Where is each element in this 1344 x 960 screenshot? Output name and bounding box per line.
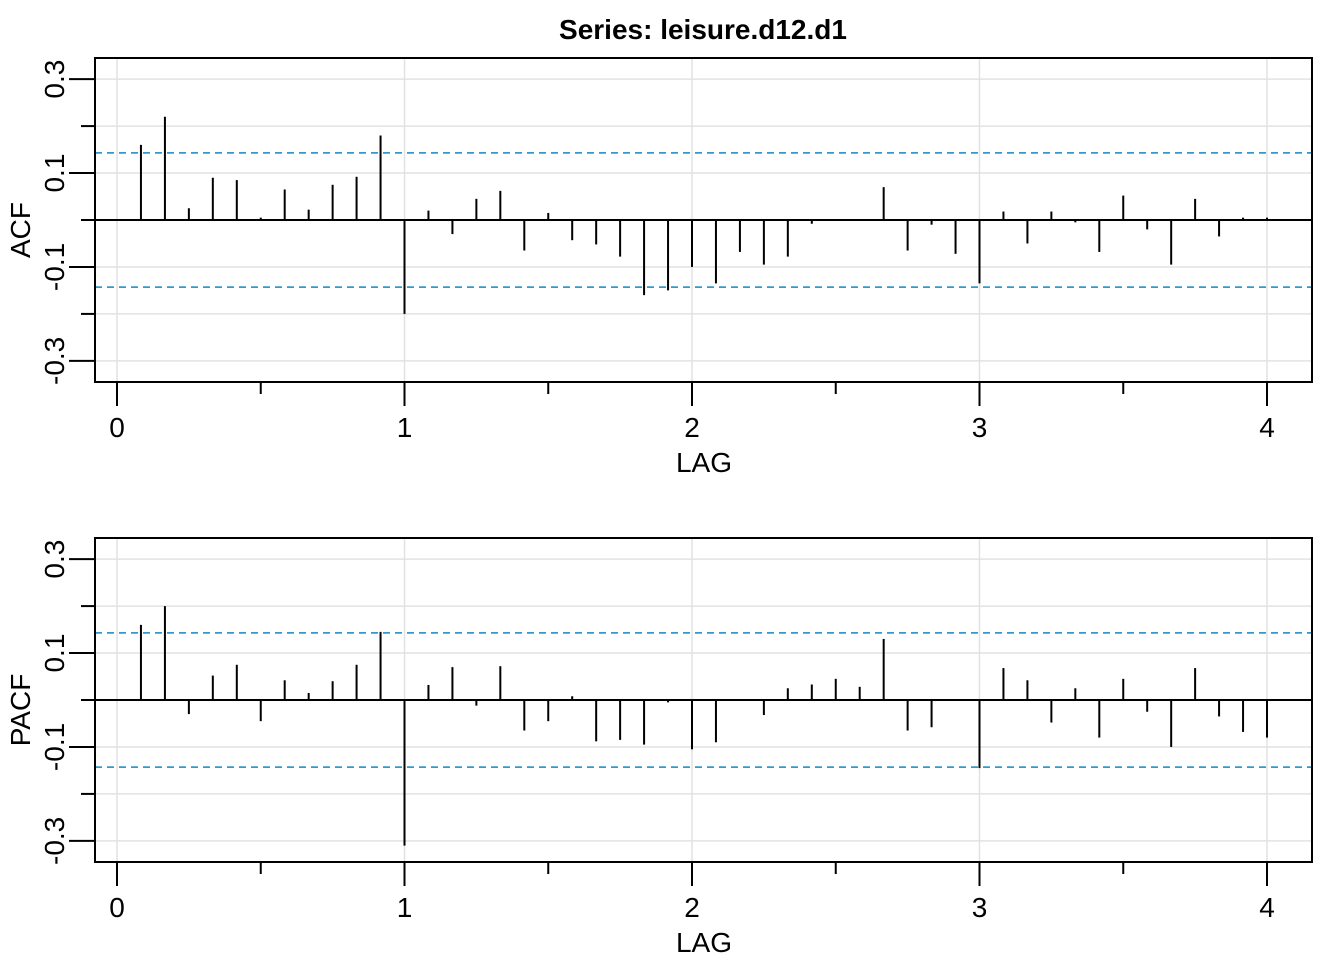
pacf-xtick-label-2: 2 [684,892,700,923]
acf-ylabel: ACF [5,202,36,258]
pacf-xlabel: LAG [676,927,732,958]
pacf-ytick-label-1: -0.1 [39,723,70,771]
pacf-xtick-label-3: 3 [972,892,988,923]
acf-ytick-label-1: -0.1 [39,243,70,291]
acf-xtick-label-4: 4 [1259,412,1275,443]
acf-xtick-label-2: 2 [684,412,700,443]
acf-xlabel: LAG [676,447,732,478]
pacf-ytick-label-0: -0.3 [39,817,70,865]
pacf-panel: -0.3 -0.1 0.1 0.3 0 1 2 3 4 LAG PACF [5,537,1313,958]
pacf-xtick-label-0: 0 [109,892,125,923]
acf-ytick-label-2: 0.1 [39,154,70,193]
acf-xtick-label-0: 0 [109,412,125,443]
acf-panel: -0.3 -0.1 0.1 0.3 0 1 2 3 4 LAG ACF [5,57,1313,478]
pacf-ylabel: PACF [5,674,36,747]
acf-xtick-label-3: 3 [972,412,988,443]
chart-title: Series: leisure.d12.d1 [559,14,847,45]
pacf-xtick-label-4: 4 [1259,892,1275,923]
acf-xtick-label-1: 1 [397,412,413,443]
acf-ytick-label-3: 0.3 [39,60,70,99]
acf-ytick-label-0: -0.3 [39,337,70,385]
pacf-xtick-label-1: 1 [397,892,413,923]
pacf-ytick-label-2: 0.1 [39,634,70,673]
pacf-ytick-label-3: 0.3 [39,540,70,579]
